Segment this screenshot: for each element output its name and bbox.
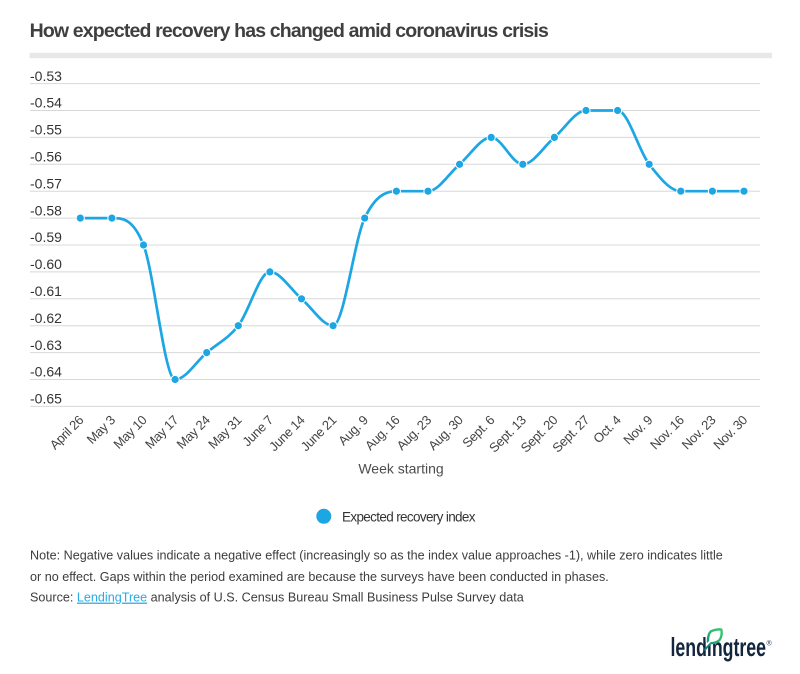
svg-text:-0.61: -0.61	[30, 283, 62, 299]
svg-text:Expected recovery index: Expected recovery index	[342, 510, 476, 525]
svg-text:May 24: May 24	[174, 412, 213, 451]
svg-text:Week starting: Week starting	[358, 461, 443, 477]
svg-text:or no effect. Gaps within the: or no effect. Gaps within the period exa…	[30, 570, 609, 584]
svg-text:-0.53: -0.53	[30, 68, 62, 84]
svg-text:®: ®	[767, 640, 773, 648]
svg-text:-0.63: -0.63	[30, 337, 62, 353]
svg-text:-0.56: -0.56	[30, 149, 62, 165]
svg-text:Nov. 30: Nov. 30	[710, 412, 750, 452]
svg-text:Nov. 16: Nov. 16	[647, 412, 687, 452]
svg-text:April 26: April 26	[47, 412, 87, 452]
svg-text:-0.57: -0.57	[30, 175, 62, 191]
svg-text:-0.54: -0.54	[30, 95, 62, 111]
svg-text:-0.55: -0.55	[30, 122, 62, 138]
svg-text:Aug. 16: Aug. 16	[362, 412, 403, 453]
svg-text:-0.64: -0.64	[30, 364, 62, 380]
svg-text:Note: Negative values indicate: Note: Negative values indicate a negativ…	[30, 549, 723, 563]
svg-text:May 10: May 10	[110, 412, 149, 451]
svg-text:Oct. 4: Oct. 4	[590, 412, 624, 446]
svg-text:Nov. 23: Nov. 23	[679, 412, 719, 452]
svg-text:Source: LendingTree analysis o: Source: LendingTree analysis of U.S. Cen…	[30, 591, 524, 605]
svg-text:-0.60: -0.60	[30, 256, 62, 272]
svg-text:-0.59: -0.59	[30, 229, 62, 245]
svg-text:Aug. 30: Aug. 30	[425, 412, 466, 453]
svg-text:June 21: June 21	[298, 412, 340, 454]
svg-text:How expected recovery has chan: How expected recovery has changed amid c…	[30, 20, 549, 42]
svg-text:Aug. 23: Aug. 23	[394, 412, 435, 453]
svg-text:-0.62: -0.62	[30, 310, 62, 326]
svg-text:-0.58: -0.58	[30, 202, 62, 218]
svg-text:-0.65: -0.65	[30, 391, 62, 407]
svg-text:May 31: May 31	[205, 412, 244, 451]
svg-text:May 17: May 17	[142, 412, 181, 451]
